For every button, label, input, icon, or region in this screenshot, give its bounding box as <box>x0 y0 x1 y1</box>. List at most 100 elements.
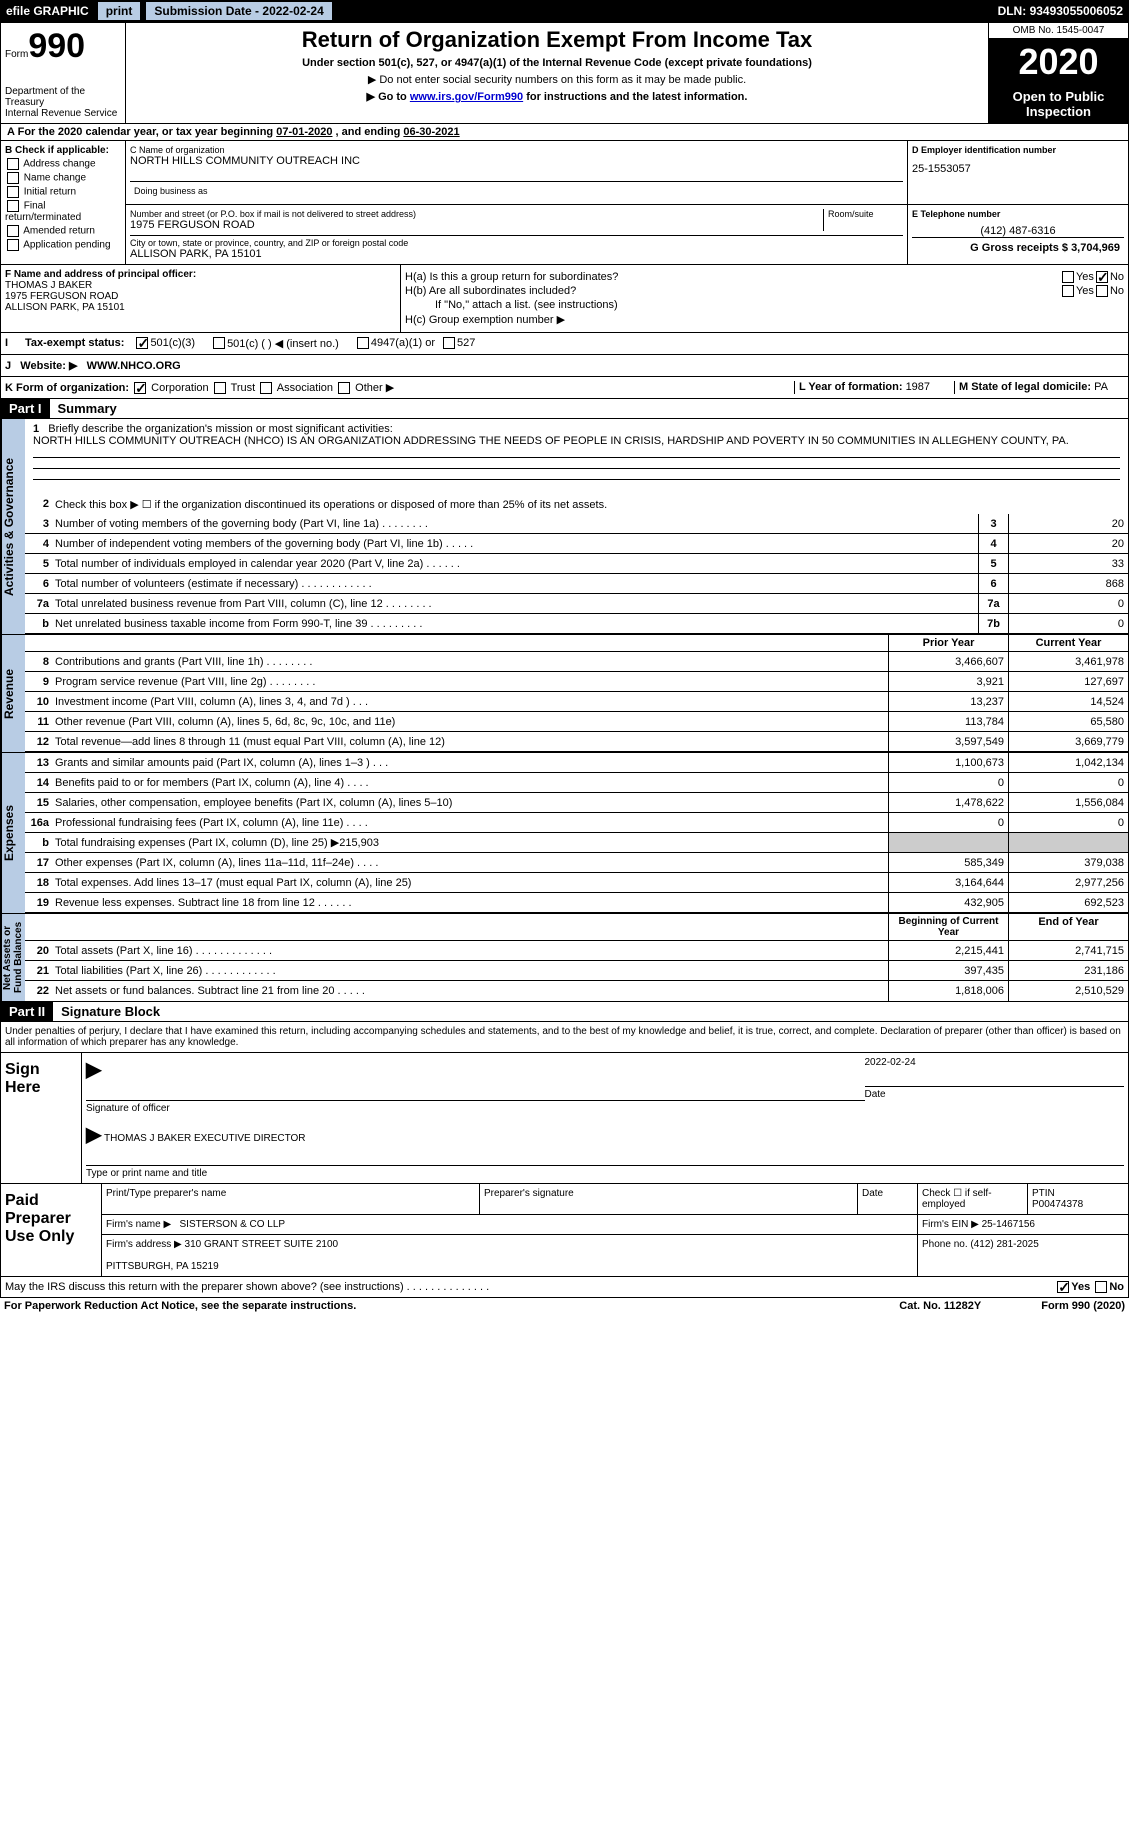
sign-here-label: Sign Here <box>1 1053 81 1183</box>
self-employed-cb[interactable]: Check ☐ if self-employed <box>918 1184 1028 1214</box>
org-address: 1975 FERGUSON ROAD <box>130 219 823 231</box>
ptin-value: P00474378 <box>1032 1199 1124 1210</box>
cb-4947[interactable] <box>357 337 369 349</box>
val-21e: 231,186 <box>1008 961 1128 980</box>
sig-date-label: Date <box>865 1086 1125 1100</box>
val-11p: 113,784 <box>888 712 1008 731</box>
val-9c: 127,697 <box>1008 672 1128 691</box>
cb-initial-return[interactable]: Initial return <box>5 186 121 198</box>
footer-row: For Paperwork Reduction Act Notice, see … <box>0 1298 1129 1314</box>
governance-section: Activities & Governance 1 Briefly descri… <box>0 419 1129 634</box>
preparer-row: Paid Preparer Use Only Print/Type prepar… <box>0 1184 1129 1277</box>
cb-final-return[interactable]: Final return/terminated <box>5 200 121 223</box>
irs-link[interactable]: www.irs.gov/Form990 <box>410 91 523 103</box>
expenses-section: Expenses 13Grants and similar amounts pa… <box>0 752 1129 913</box>
netassets-section: Net Assets or Fund Balances Beginning of… <box>0 913 1129 1002</box>
print-button[interactable]: print <box>97 1 142 21</box>
val-3: 20 <box>1008 514 1128 533</box>
val-16ac: 0 <box>1008 813 1128 832</box>
val-18p: 3,164,644 <box>888 873 1008 892</box>
website-value: WWW.NHCO.ORG <box>87 360 181 372</box>
org-city: ALLISON PARK, PA 15101 <box>130 248 903 260</box>
period-row: A For the 2020 calendar year, or tax yea… <box>0 124 1129 141</box>
val-15c: 1,556,084 <box>1008 793 1128 812</box>
revenue-section: Revenue Prior Year Current Year 8Contrib… <box>0 634 1129 752</box>
k-row: K Form of organization: Corporation Trus… <box>0 377 1129 399</box>
form-header: Form990 Department of the Treasury Inter… <box>0 22 1129 124</box>
cb-527[interactable] <box>443 337 455 349</box>
title-box: Return of Organization Exempt From Incom… <box>126 23 988 123</box>
side-governance: Activities & Governance <box>1 419 25 634</box>
val-13c: 1,042,134 <box>1008 753 1128 772</box>
val-18c: 2,977,256 <box>1008 873 1128 892</box>
firm-ein: 25-1467156 <box>982 1219 1035 1230</box>
val-19p: 432,905 <box>888 893 1008 912</box>
val-22b: 1,818,006 <box>888 981 1008 1001</box>
val-7b: 0 <box>1008 614 1128 633</box>
cb-assoc[interactable] <box>260 382 272 394</box>
side-revenue: Revenue <box>1 635 25 752</box>
ssn-note: ▶ Do not enter social security numbers o… <box>130 73 984 86</box>
sig-date-value: 2022-02-24 <box>865 1057 1125 1068</box>
ein-value: 25-1553057 <box>912 163 1124 175</box>
form-id-box: Form990 Department of the Treasury Inter… <box>1 23 126 123</box>
footer-right: Form 990 (2020) <box>1041 1300 1125 1312</box>
val-19c: 692,523 <box>1008 893 1128 912</box>
val-8p: 3,466,607 <box>888 652 1008 671</box>
officer-name: THOMAS J BAKER EXECUTIVE DIRECTOR <box>104 1133 306 1144</box>
org-name-cell: C Name of organization NORTH HILLS COMMU… <box>126 141 908 205</box>
val-21b: 397,435 <box>888 961 1008 980</box>
dept-label: Department of the Treasury Internal Reve… <box>5 86 121 119</box>
phone-cell: E Telephone number (412) 487-6316 G Gros… <box>908 205 1128 264</box>
val-6: 868 <box>1008 574 1128 593</box>
arrow-icon: ▶ <box>86 1059 101 1081</box>
val-5: 33 <box>1008 554 1128 573</box>
val-4: 20 <box>1008 534 1128 553</box>
mission-box: 1 Briefly describe the organization's mi… <box>25 419 1128 494</box>
val-7a: 0 <box>1008 594 1128 613</box>
prep-name-label: Print/Type preparer's name <box>102 1184 480 1214</box>
side-netassets: Net Assets or Fund Balances <box>1 914 25 1001</box>
cb-discuss-no[interactable] <box>1095 1281 1107 1293</box>
sig-officer-label: Signature of officer <box>86 1100 865 1114</box>
cb-corp[interactable] <box>134 382 146 394</box>
val-13p: 1,100,673 <box>888 753 1008 772</box>
sign-here-row: Sign Here ▶ Signature of officer 2022-02… <box>0 1053 1129 1184</box>
prep-sig-label: Preparer's signature <box>480 1184 858 1214</box>
declaration-text: Under penalties of perjury, I declare th… <box>0 1022 1129 1053</box>
val-10p: 13,237 <box>888 692 1008 711</box>
cb-other[interactable] <box>338 382 350 394</box>
cb-501c3[interactable] <box>136 337 148 349</box>
discuss-row: May the IRS discuss this return with the… <box>0 1277 1129 1298</box>
cb-amended[interactable]: Amended return <box>5 225 121 237</box>
prep-date-label: Date <box>858 1184 918 1214</box>
tax-status-row: I Tax-exempt status: 501(c)(3) 501(c) ( … <box>0 333 1129 355</box>
inspection-label: Open to Public Inspection <box>989 85 1128 123</box>
cb-trust[interactable] <box>214 382 226 394</box>
cb-pending[interactable]: Application pending <box>5 239 121 251</box>
year-box: OMB No. 1545-0047 2020 Open to Public In… <box>988 23 1128 123</box>
val-14c: 0 <box>1008 773 1128 792</box>
prior-current-header: Prior Year Current Year <box>25 635 1128 652</box>
val-20b: 2,215,441 <box>888 941 1008 960</box>
mission-text: NORTH HILLS COMMUNITY OUTREACH (NHCO) IS… <box>33 435 1120 447</box>
val-10c: 14,524 <box>1008 692 1128 711</box>
box-c-wrapper: C Name of organization NORTH HILLS COMMU… <box>126 141 1128 264</box>
firm-phone: (412) 281-2025 <box>970 1239 1038 1250</box>
box-h: H(a) Is this a group return for subordin… <box>401 265 1128 332</box>
ein-cell: D Employer identification number 25-1553… <box>908 141 1128 205</box>
cb-address-change[interactable]: Address change <box>5 158 121 170</box>
side-expenses: Expenses <box>1 753 25 913</box>
cb-name-change[interactable]: Name change <box>5 172 121 184</box>
box-b: B Check if applicable: Address change Na… <box>1 141 126 264</box>
begin-end-header: Beginning of Current Year End of Year <box>25 914 1128 941</box>
val-16ap: 0 <box>888 813 1008 832</box>
val-8c: 3,461,978 <box>1008 652 1128 671</box>
addr-cell: Number and street (or P.O. box if mail i… <box>126 205 908 264</box>
box-f: F Name and address of principal officer:… <box>1 265 401 332</box>
val-11c: 65,580 <box>1008 712 1128 731</box>
cb-discuss-yes[interactable] <box>1057 1281 1069 1293</box>
cb-501c[interactable] <box>213 337 225 349</box>
org-info-grid: B Check if applicable: Address change Na… <box>0 141 1129 265</box>
omb-number: OMB No. 1545-0047 <box>989 23 1128 39</box>
